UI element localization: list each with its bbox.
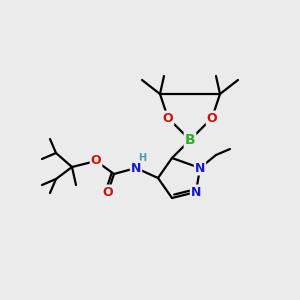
Text: O: O — [207, 112, 217, 124]
Text: N: N — [195, 161, 205, 175]
Text: O: O — [103, 185, 113, 199]
Text: O: O — [163, 112, 173, 124]
Text: H: H — [138, 153, 146, 163]
Text: N: N — [131, 161, 141, 175]
Text: B: B — [185, 133, 195, 147]
Text: N: N — [191, 185, 201, 199]
Text: O: O — [91, 154, 101, 167]
